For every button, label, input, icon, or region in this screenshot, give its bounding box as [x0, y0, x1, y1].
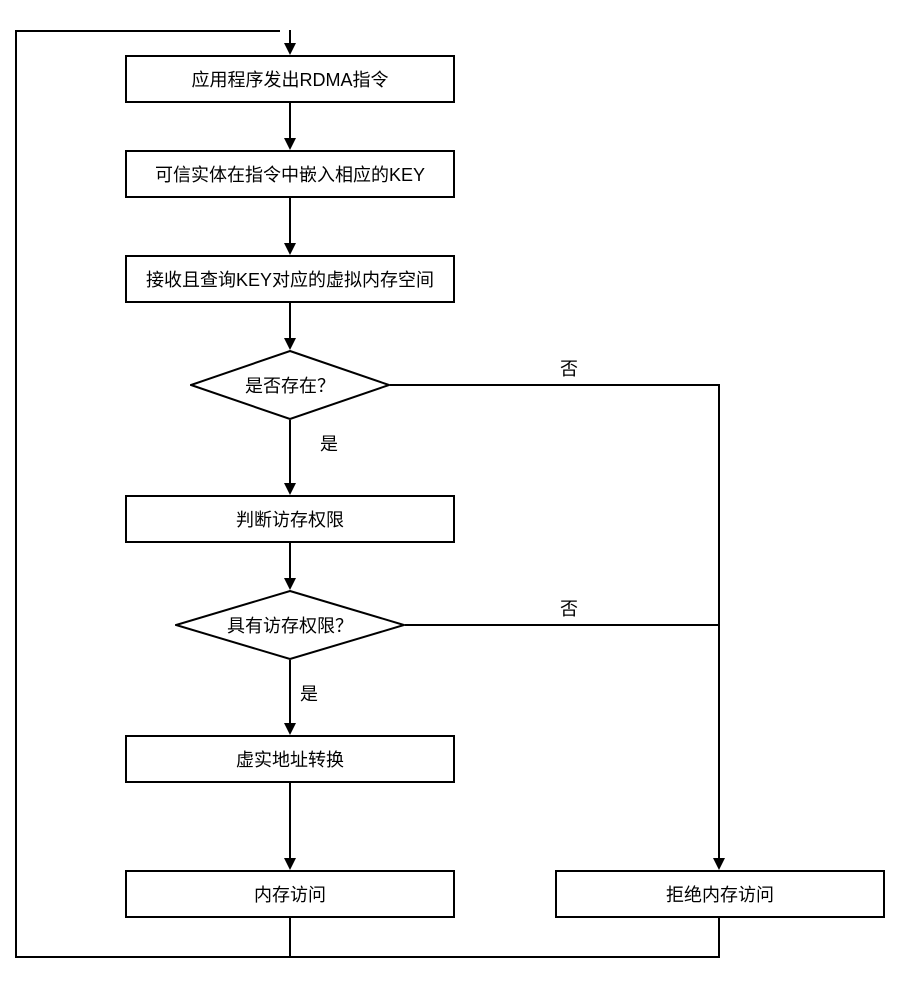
edge-2-3 [289, 198, 291, 245]
edge-loop-h1 [15, 956, 291, 958]
edge-dec1-no-v [718, 384, 720, 860]
arrowhead-1-2 [284, 138, 296, 150]
arrowhead-5-6 [284, 858, 296, 870]
process-step-6: 内存访问 [125, 870, 455, 918]
edge-loop7-h [289, 956, 720, 958]
edge-1-2 [289, 103, 291, 140]
arrowhead-3-dec1 [284, 338, 296, 350]
process-step-2: 可信实体在指令中嵌入相应的KEY [125, 150, 455, 198]
dec1-label: 是否存在？ [245, 372, 335, 398]
step5-label: 虚实地址转换 [236, 746, 344, 772]
dec2-no-label: 否 [560, 595, 578, 621]
edge-dec1-no-h [390, 384, 720, 386]
process-step-5: 虚实地址转换 [125, 735, 455, 783]
step2-label: 可信实体在指令中嵌入相应的KEY [155, 161, 425, 187]
edge-loop-v1 [289, 918, 291, 958]
arrowhead-dec1-no [713, 858, 725, 870]
edge-loop7-v [718, 918, 720, 958]
step4-label: 判断访存权限 [236, 506, 344, 532]
edge-dec1-yes [289, 420, 291, 485]
edge-3-dec1 [289, 303, 291, 340]
edge-dec2-no-h [405, 624, 720, 626]
arrowhead-dec2-yes [284, 723, 296, 735]
step1-label: 应用程序发出RDMA指令 [192, 66, 389, 92]
process-step-3: 接收且查询KEY对应的虚拟内存空间 [125, 255, 455, 303]
decision-1-text-container: 是否存在？ [190, 350, 390, 420]
step7-label: 拒绝内存访问 [666, 881, 774, 907]
dec2-label: 具有访存权限？ [227, 612, 353, 638]
step3-label: 接收且查询KEY对应的虚拟内存空间 [146, 266, 434, 292]
step6-label: 内存访问 [254, 881, 326, 907]
process-step-7: 拒绝内存访问 [555, 870, 885, 918]
edge-loop-h2 [15, 30, 280, 32]
process-step-4: 判断访存权限 [125, 495, 455, 543]
dec1-yes-label: 是 [320, 430, 338, 456]
dec1-no-label: 否 [560, 355, 578, 381]
process-step-1: 应用程序发出RDMA指令 [125, 55, 455, 103]
edge-5-6 [289, 783, 291, 860]
decision-2-text-container: 具有访存权限？ [175, 590, 405, 660]
edge-loop-v2 [15, 30, 17, 958]
edge-4-dec2 [289, 543, 291, 580]
arrowhead-dec1-yes [284, 483, 296, 495]
edge-dec2-yes [289, 660, 291, 725]
arrowhead-2-3 [284, 243, 296, 255]
edge-loop-v3 [289, 30, 291, 45]
arrowhead-4-dec2 [284, 578, 296, 590]
dec2-yes-label: 是 [300, 680, 318, 706]
